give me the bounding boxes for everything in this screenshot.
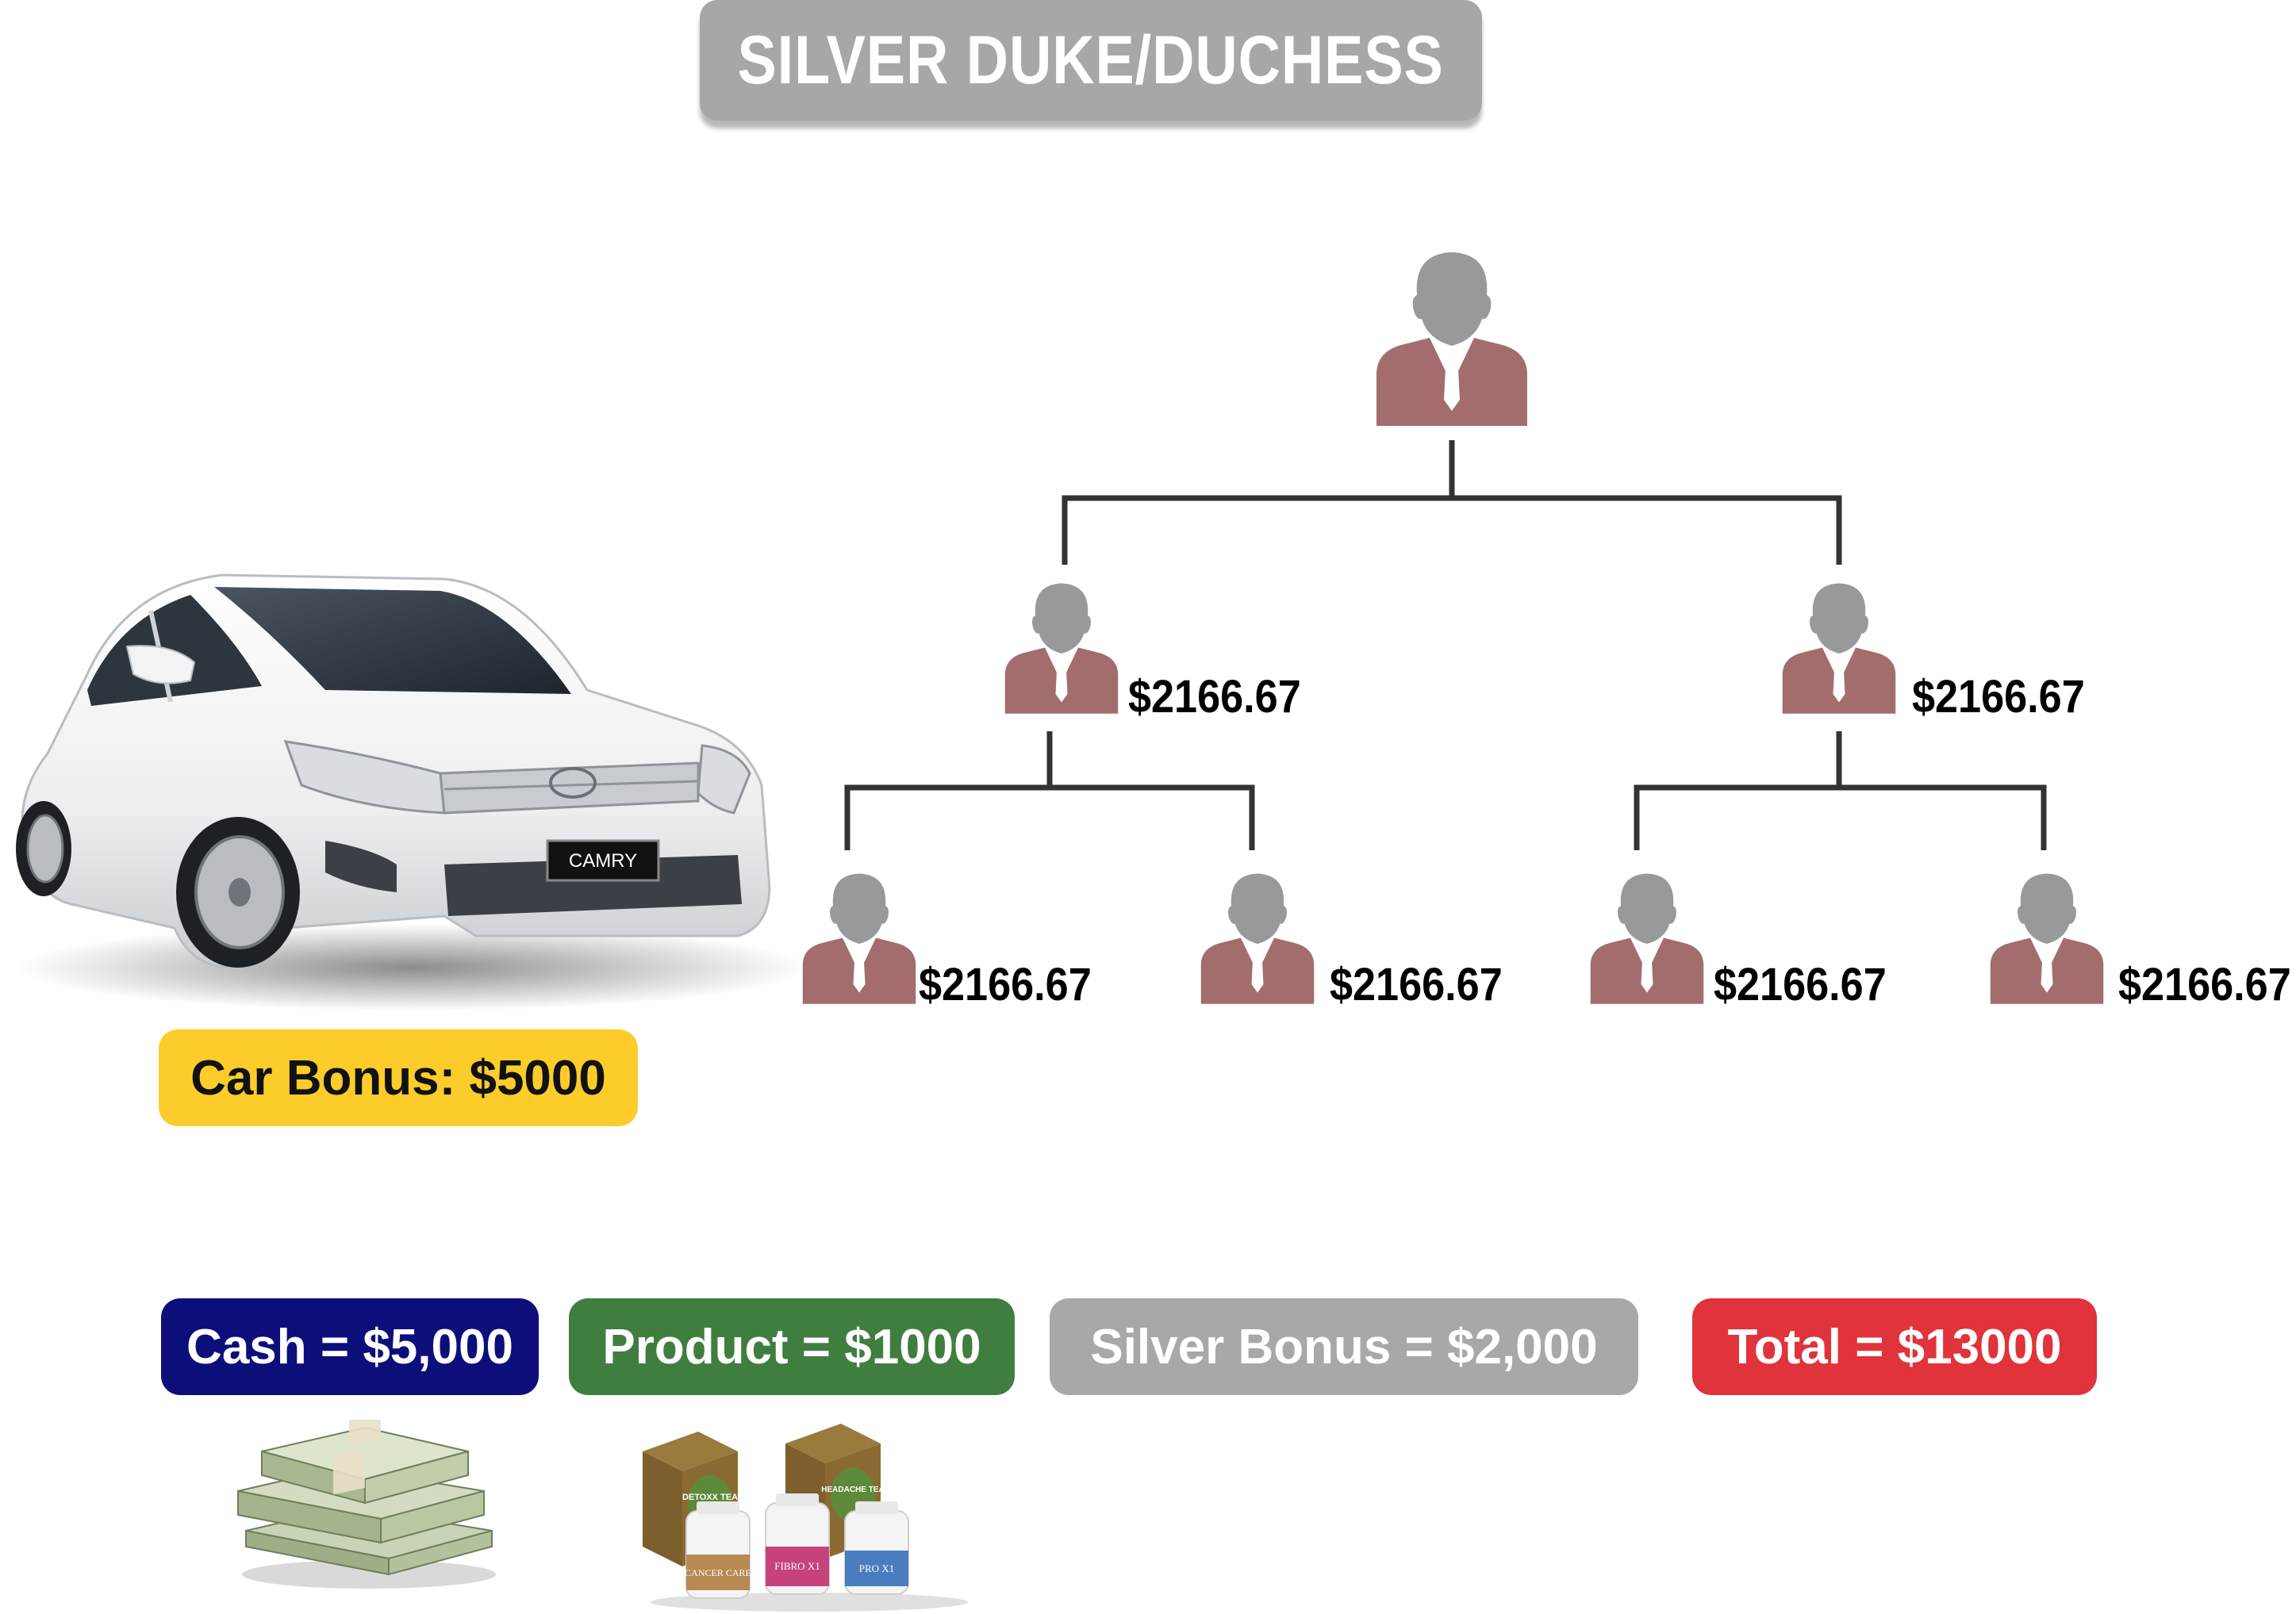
bottle-3: PRO X1 bbox=[844, 1501, 909, 1595]
amount-level1-right: $2166.67 bbox=[1912, 671, 2085, 723]
person-icon-level2-1 bbox=[802, 873, 916, 1004]
product-label: Product = $1000 bbox=[602, 1319, 981, 1374]
amount-level2-3: $2166.67 bbox=[1714, 959, 1887, 1010]
product-label-3: CANCER CARE bbox=[685, 1567, 751, 1578]
silver-bonus-label: Silver Bonus = $2,000 bbox=[1090, 1319, 1598, 1374]
total-label: Total = $13000 bbox=[1727, 1319, 2062, 1374]
products-image: DETOXX TEA HEADACHE TEA CANCER CARE FIBR… bbox=[643, 1424, 968, 1612]
product-label-1: DETOXX TEA bbox=[682, 1493, 738, 1502]
connector-lines bbox=[844, 440, 2047, 850]
car-image: CAMRY bbox=[16, 573, 801, 1011]
car-bonus-label: Car Bonus: $5000 bbox=[190, 1050, 606, 1106]
bottle-2: FIBRO X1 bbox=[765, 1493, 830, 1595]
person-icon-level2-4 bbox=[1990, 873, 2104, 1004]
product-label-4: FIBRO X1 bbox=[774, 1560, 820, 1572]
silver-bonus-badge: Silver Bonus = $2,000 bbox=[1050, 1298, 1638, 1395]
amount-level2-1: $2166.67 bbox=[919, 959, 1092, 1010]
person-icon-level2-2 bbox=[1200, 873, 1315, 1004]
license-plate-text: CAMRY bbox=[569, 850, 637, 872]
total-badge: Total = $13000 bbox=[1692, 1298, 2097, 1395]
title-banner: SILVER DUKE/DUCHESS bbox=[700, 0, 1482, 121]
person-icon-top bbox=[1376, 252, 1527, 426]
person-icon-level2-3 bbox=[1590, 873, 1704, 1004]
product-label-5: PRO X1 bbox=[859, 1562, 894, 1574]
person-icon-level1-left bbox=[1004, 583, 1119, 714]
amount-level2-2: $2166.67 bbox=[1330, 959, 1503, 1010]
page-title: SILVER DUKE/DUCHESS bbox=[737, 21, 1445, 98]
car-bonus-badge: Car Bonus: $5000 bbox=[159, 1029, 638, 1126]
amount-level1-left: $2166.67 bbox=[1128, 671, 1301, 723]
cash-label: Cash = $5,000 bbox=[186, 1319, 513, 1374]
product-badge: Product = $1000 bbox=[569, 1298, 1015, 1395]
amount-level2-4: $2166.67 bbox=[2118, 959, 2291, 1010]
bottle-1: CANCER CARE bbox=[685, 1501, 751, 1599]
cash-stack-image bbox=[237, 1420, 496, 1589]
cash-badge: Cash = $5,000 bbox=[161, 1298, 539, 1395]
product-label-2: HEADACHE TEA bbox=[821, 1486, 884, 1494]
person-icon-level1-right bbox=[1782, 583, 1896, 714]
